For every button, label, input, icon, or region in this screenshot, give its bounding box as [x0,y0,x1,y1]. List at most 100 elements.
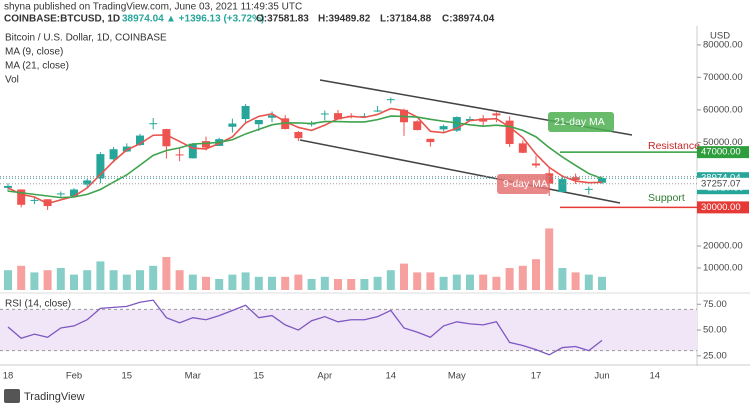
volume-bar [17,265,26,290]
volume-bar [307,279,316,290]
chart-title: Bitcoin / U.S. Dollar, 1D, COINBASE [5,33,167,44]
x-tick-label: Jun [594,371,609,382]
candle-body [584,188,593,190]
candle-body [532,163,540,166]
volume-bar [400,263,408,290]
volume-bar [571,272,580,290]
price-tag-label: 30000.00 [701,202,741,213]
x-tick-label: 17 [531,371,542,382]
volume-bar [4,270,12,290]
panel-title: RSI (14, close) [5,299,71,310]
annotation: 9-day MA [503,178,548,190]
callout [497,174,549,194]
volume-bar [439,276,448,290]
candle-body [413,121,422,131]
volume-bar [584,274,593,290]
candle-body [558,179,567,193]
x-tick-label: 15 [254,371,265,382]
candle-body [452,117,461,131]
volume-bar [558,268,567,290]
candle-body [373,110,382,112]
volume-bar [360,279,369,290]
y-tick-label: 50000.00 [703,137,743,148]
candle-body [175,154,184,156]
volume-bar [188,274,197,290]
x-tick-label: 14 [386,371,397,382]
volume-bar [254,276,263,290]
volume-bar [70,274,78,290]
y-tick-label: 60000.00 [703,104,743,115]
x-tick-label: 15 [122,371,133,382]
volume-bar [386,270,395,290]
open: O:37581.83 [256,14,309,25]
x-tick-label: May [448,371,466,382]
volume-bar [215,279,224,290]
volume-bar [532,259,540,290]
change: ▲ +1396.13 (+3.72%) [166,14,264,25]
ma-line [7,115,603,199]
low: L:37184.88 [380,14,432,25]
candle-body [598,178,606,183]
candle-body [4,185,12,188]
candle-body [228,123,237,127]
candle-body [96,154,105,179]
volume-bar [545,228,554,290]
price-tag [697,177,749,190]
candle-body [30,199,39,201]
candle-body [281,118,290,130]
volume-bar [43,270,52,290]
volume-bar [175,270,184,290]
y-tick-label: 80000.00 [703,39,743,50]
candle-body [202,141,210,148]
y-tick-label: 10000.00 [703,263,743,274]
y-tick-label: 75.00 [703,299,727,310]
candle-body [505,120,514,145]
volume-bar [598,276,606,290]
x-tick-label: Apr [317,371,332,382]
annotation: 21-day MA [554,116,605,128]
annotation: Support [648,192,685,204]
candle-body [136,135,144,145]
volume-bar [202,276,210,290]
brand: TradingView [24,391,85,403]
y-tick-label: 70000.00 [703,72,743,83]
candle-body [149,123,158,125]
volume-bar [492,276,501,290]
price-tag-label: 37257.07 [701,178,741,189]
volume-bar [136,270,144,290]
legend-entry: MA (21, close) [5,61,69,72]
candle-body [294,131,303,139]
candle-body [492,113,501,116]
candle-body [334,113,342,120]
candle-body [70,189,78,197]
x-tick-label: 14 [650,371,661,382]
x-tick-label: Mar [185,371,201,382]
price-tag [697,146,749,159]
quote-line: COINBASE:BTCUSD, 1D 38974.04 ▲ +1396.13 … [4,14,495,25]
axis-unit: USD [710,31,730,42]
y-tick-label: 50.00 [703,325,727,336]
logo-icon [4,389,20,403]
legend-entry: Vol [5,75,19,86]
candle-body [254,119,263,125]
volume-bar [320,276,329,290]
rsi-line [7,299,603,356]
candle-body [386,99,395,101]
candle-body [83,180,92,185]
publisher: shyna published on TradingView.com, June… [4,2,302,13]
callout [548,112,614,132]
rsi-band [0,309,697,351]
candle-body [109,149,118,160]
channel-lower [299,139,621,204]
volume-bar [96,261,105,290]
volume-bar [413,272,422,290]
volume-bar [56,268,65,290]
volume-bar [162,257,171,290]
volume-bar [479,274,488,290]
candle-body [268,115,276,118]
volume-bar [228,274,237,290]
candle-body [17,189,26,205]
price-tag [697,201,749,214]
